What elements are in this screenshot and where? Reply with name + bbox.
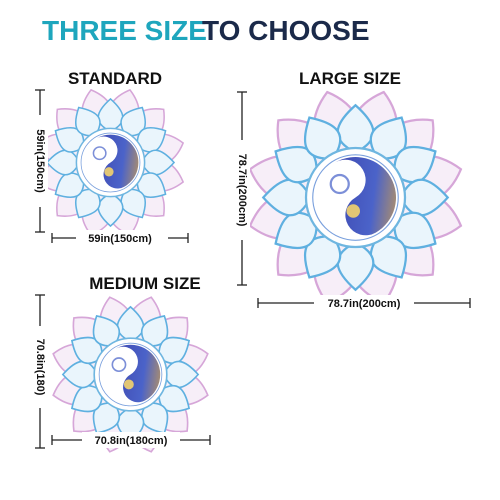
height-label: 78.7in(200cm): [236, 154, 248, 227]
width-label: 70.8in(180cm): [95, 435, 168, 447]
mandala-image: [48, 292, 213, 457]
height-label: 70.8in(180): [34, 339, 46, 396]
title-rest: TO CHOOSE: [202, 15, 370, 46]
width-label: 78.7in(200cm): [328, 298, 401, 310]
mandala-image: [33, 85, 188, 240]
width-label: 59in(150cm): [88, 233, 152, 245]
panel-label: LARGE SIZE: [299, 69, 401, 88]
height-label: 59in(150cm): [34, 129, 46, 193]
height-dimension: [234, 91, 250, 286]
width-dimension: [257, 295, 471, 311]
title-highlight: THREE SIZE: [42, 15, 207, 46]
panel-label: STANDARD: [68, 69, 162, 88]
mandala-image: [243, 85, 468, 310]
width-dimension: [51, 432, 211, 448]
width-dimension: [51, 230, 189, 246]
height-dimension: [32, 294, 48, 449]
height-dimension: [32, 89, 48, 233]
panel-label: MEDIUM SIZE: [89, 274, 200, 293]
